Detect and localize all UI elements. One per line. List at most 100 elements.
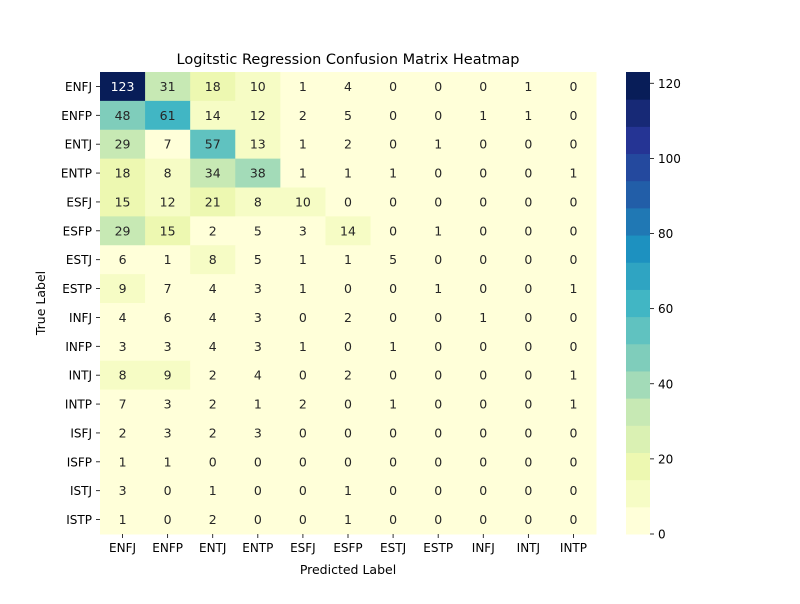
cell-value-label: 18: [205, 79, 221, 94]
heatmap-cell: [280, 389, 326, 419]
cell-value-label: 0: [524, 223, 532, 238]
cell-value-label: 0: [569, 339, 577, 354]
cell-value-label: 0: [389, 281, 397, 296]
cell-value-label: 0: [299, 425, 307, 440]
heatmap-cell: [145, 245, 191, 275]
heatmap-cell: [325, 129, 372, 160]
heatmap-cell: [505, 360, 552, 391]
heatmap-cell: [370, 389, 417, 419]
x-tick-label: ENFP: [152, 541, 183, 555]
cell-value-label: 2: [209, 397, 217, 412]
heatmap-cell: [145, 476, 191, 506]
heatmap-cell: [325, 389, 372, 419]
cell-value-label: 1: [209, 483, 217, 498]
colorbar-segment: [626, 316, 650, 345]
cell-value-label: 4: [344, 79, 352, 94]
heatmap-cell: [100, 274, 146, 304]
cell-value-label: 4: [119, 310, 127, 325]
cell-value-label: 1: [524, 108, 532, 123]
cell-value-label: 5: [389, 252, 397, 267]
heatmap-cell: [505, 476, 552, 506]
y-tick-label: INTP: [65, 398, 92, 412]
heatmap-cell: [235, 331, 281, 362]
heatmap-cell: [505, 245, 552, 275]
heatmap-cell: [550, 447, 597, 477]
cell-value-label: 0: [299, 310, 307, 325]
heatmap-cell: [415, 216, 462, 246]
cell-value-label: 3: [164, 425, 172, 440]
cell-value-label: 0: [254, 512, 262, 527]
heatmap-cell: [145, 100, 191, 131]
y-tick-label: INFP: [65, 340, 92, 354]
heatmap-cell: [100, 129, 146, 160]
cell-value-label: 0: [434, 79, 442, 94]
cell-value-label: 1: [344, 483, 352, 498]
heatmap-cell: [145, 303, 191, 333]
heatmap-cell: [460, 158, 507, 188]
cell-value-label: 1: [434, 281, 442, 296]
y-tick-label: ISTJ: [70, 484, 92, 498]
cell-value-label: 48: [115, 108, 131, 123]
cell-value-label: 6: [164, 310, 172, 325]
heatmap-cell: [550, 418, 597, 448]
heatmap-cell: [280, 245, 326, 275]
cell-value-label: 0: [389, 425, 397, 440]
heatmap-cell: [325, 72, 372, 102]
cell-value-label: 1: [434, 223, 442, 238]
heatmap-cell: [190, 360, 236, 391]
heatmap-cell: [100, 447, 146, 477]
cell-value-label: 0: [479, 223, 487, 238]
colorbar-tick-label: 120: [658, 77, 681, 91]
heatmap-cell: [145, 216, 191, 246]
colorbar-segment: [626, 398, 650, 426]
colorbar-segment: [626, 207, 650, 236]
cell-value-label: 0: [254, 454, 262, 469]
colorbar-segment: [626, 72, 650, 100]
cell-value-label: 0: [479, 194, 487, 209]
heatmap-cell: [190, 447, 236, 477]
heatmap-cell: [100, 360, 146, 391]
heatmap-cell: [460, 418, 507, 448]
cell-value-label: 18: [115, 166, 131, 181]
heatmap-cell: [505, 216, 552, 246]
cell-value-label: 8: [254, 194, 262, 209]
cell-value-label: 3: [164, 397, 172, 412]
cell-value-label: 10: [250, 79, 266, 94]
heatmap-cell: [550, 303, 597, 333]
cell-value-label: 0: [569, 137, 577, 152]
colorbar-segment: [626, 180, 650, 209]
heatmap-cell: [505, 447, 552, 477]
cell-value-label: 0: [434, 425, 442, 440]
cell-value-label: 0: [479, 454, 487, 469]
cell-value-label: 0: [389, 454, 397, 469]
heatmap-cell: [460, 100, 507, 131]
heatmap-cell: [235, 476, 281, 506]
heatmap-cell: [415, 187, 462, 217]
cell-value-label: 0: [479, 425, 487, 440]
x-tick-label: INTP: [560, 541, 587, 555]
cell-value-label: 3: [254, 281, 262, 296]
cell-value-label: 0: [479, 512, 487, 527]
cell-value-label: 1: [569, 166, 577, 181]
cell-value-label: 4: [209, 310, 217, 325]
colorbar-segment: [626, 452, 650, 481]
cell-value-label: 1: [569, 368, 577, 383]
cell-value-label: 1: [119, 454, 127, 469]
colorbar-tick-label: 100: [658, 152, 681, 166]
heatmap-cell: [235, 245, 281, 275]
cell-value-label: 29: [115, 137, 131, 152]
heatmap-cell: [100, 216, 146, 246]
heatmap-cell: [550, 389, 597, 419]
cell-value-label: 2: [299, 108, 307, 123]
heatmap-cell: [235, 360, 281, 391]
cell-value-label: 0: [434, 166, 442, 181]
heatmap-cell: [145, 389, 191, 419]
cell-value-label: 1: [164, 252, 172, 267]
heatmap-cell: [550, 360, 597, 391]
heatmap-cell: [100, 505, 146, 535]
colorbar-segment: [626, 153, 650, 182]
heatmap-cell: [550, 187, 597, 217]
heatmap-cell: [190, 331, 236, 362]
heatmap-cell: [190, 418, 236, 448]
cell-value-label: 0: [524, 397, 532, 412]
